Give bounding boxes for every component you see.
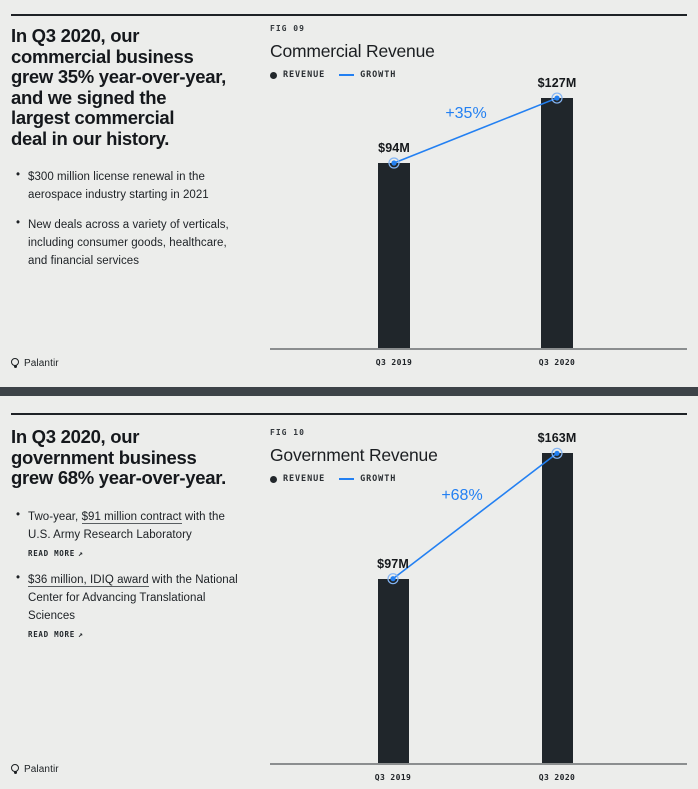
logo-text: Palantir — [24, 764, 59, 775]
x-axis — [270, 348, 687, 350]
bullet-marker-icon: • — [16, 571, 21, 584]
bullet-marker-icon: • — [16, 508, 21, 521]
chart-legend: REVENUE GROWTH — [270, 474, 570, 484]
data-point-icon — [554, 95, 560, 101]
growth-line — [387, 447, 563, 585]
slide-heading: In Q3 2020, our commercial business grew 3… — [11, 25, 226, 149]
bar-q3-2020 — [541, 98, 573, 348]
data-point-ring-icon — [551, 92, 563, 104]
bar-chart-commercial: $94M $127M Q3 2019 Q3 2020 +35% — [270, 0, 687, 374]
growth-annotation: +68% — [441, 487, 483, 504]
slide-heading: In Q3 2020, our government business grew 6… — [11, 426, 226, 488]
legend-revenue-label: REVENUE — [283, 474, 326, 484]
palantir-logo: Palantir — [11, 764, 59, 775]
x-tick-label: Q3 2020 — [538, 773, 576, 782]
top-rule — [11, 413, 687, 415]
revenue-dot-icon — [270, 71, 277, 79]
data-point-icon — [554, 450, 560, 456]
external-arrow-icon: ↗ — [77, 548, 84, 558]
growth-line-icon — [339, 74, 355, 76]
data-point-ring-icon — [387, 573, 399, 585]
palantir-logo-icon — [11, 764, 20, 775]
data-point-ring-icon — [551, 447, 563, 459]
slide-divider — [0, 387, 698, 396]
value-label: $127M — [537, 76, 577, 91]
bar-chart-government: $97M $163M Q3 2019 Q3 2020 +68% — [270, 396, 687, 789]
bar-q3-2019 — [378, 163, 410, 348]
value-label: $163M — [537, 431, 577, 446]
read-more-link[interactable]: READ MORE ↗ — [28, 629, 84, 639]
data-point-ring-icon — [388, 157, 400, 169]
legend-growth-label: GROWTH — [360, 70, 397, 80]
chart-header: FIG 09 Commercial Revenue REVENUE GROWTH — [270, 24, 570, 80]
list-item: • $300 million license renewal in the aer… — [11, 167, 241, 203]
data-point-icon — [390, 576, 396, 582]
list-item: • Two-year, $91 million contract with the… — [11, 507, 241, 558]
x-axis — [270, 763, 687, 765]
legend-revenue-label: REVENUE — [283, 70, 326, 80]
revenue-dot-icon — [270, 475, 277, 483]
data-point-icon — [391, 160, 397, 166]
left-column: In Q3 2020, our commercial business grew 3… — [11, 25, 263, 281]
x-tick-label: Q3 2019 — [375, 358, 413, 367]
list-item: • New deals across a variety of verticals… — [11, 215, 241, 269]
bar-q3-2019 — [377, 578, 409, 763]
bullet-text: $300 million license renewal in the aero… — [28, 171, 209, 201]
slide-government: In Q3 2020, our government business grew 6… — [0, 396, 698, 786]
logo-text: Palantir — [24, 358, 59, 369]
inline-link[interactable]: $91 million contract — [81, 510, 182, 524]
read-more-link[interactable]: READ MORE ↗ — [28, 548, 84, 558]
growth-line — [388, 92, 563, 169]
figure-label: FIG 10 — [270, 428, 305, 437]
bullet-list: • $300 million license renewal in the aer… — [11, 167, 241, 269]
external-arrow-icon: ↗ — [77, 629, 84, 639]
legend-growth-label: GROWTH — [360, 474, 397, 484]
bullet-text: New deals across a variety of verticals,… — [28, 219, 229, 267]
growth-annotation: +35% — [445, 105, 487, 122]
chart-title: Commercial Revenue — [270, 41, 435, 61]
bar-q3-2020 — [541, 453, 573, 763]
list-item: • $36 million, IDIQ award with the Nation… — [11, 570, 241, 639]
chart-legend: REVENUE GROWTH — [270, 70, 570, 80]
x-tick-label: Q3 2019 — [374, 773, 412, 782]
inline-link[interactable]: $36 million, IDIQ award — [28, 573, 149, 587]
palantir-logo: Palantir — [11, 358, 59, 369]
bullet-text: Two-year, $91 million contract with the … — [28, 510, 225, 541]
bullet-text: $36 million, IDIQ award with the Nationa… — [28, 573, 238, 622]
growth-line-icon — [339, 478, 355, 480]
value-label: $97M — [377, 556, 409, 571]
left-column: In Q3 2020, our government business grew 6… — [11, 426, 263, 651]
value-label: $94M — [378, 141, 410, 155]
x-tick-label: Q3 2020 — [538, 358, 576, 367]
top-rule — [11, 14, 687, 16]
bullet-marker-icon: • — [16, 169, 21, 181]
chart-title: Government Revenue — [270, 445, 438, 465]
palantir-logo-icon — [11, 358, 20, 369]
chart-header: FIG 10 Government Revenue REVENUE GROWTH — [270, 428, 570, 484]
figure-label: FIG 09 — [270, 24, 305, 33]
slide-commercial: In Q3 2020, our commercial business grew 3… — [0, 0, 698, 387]
bullet-list: • Two-year, $91 million contract with the… — [11, 507, 241, 639]
bullet-marker-icon: • — [16, 217, 21, 229]
